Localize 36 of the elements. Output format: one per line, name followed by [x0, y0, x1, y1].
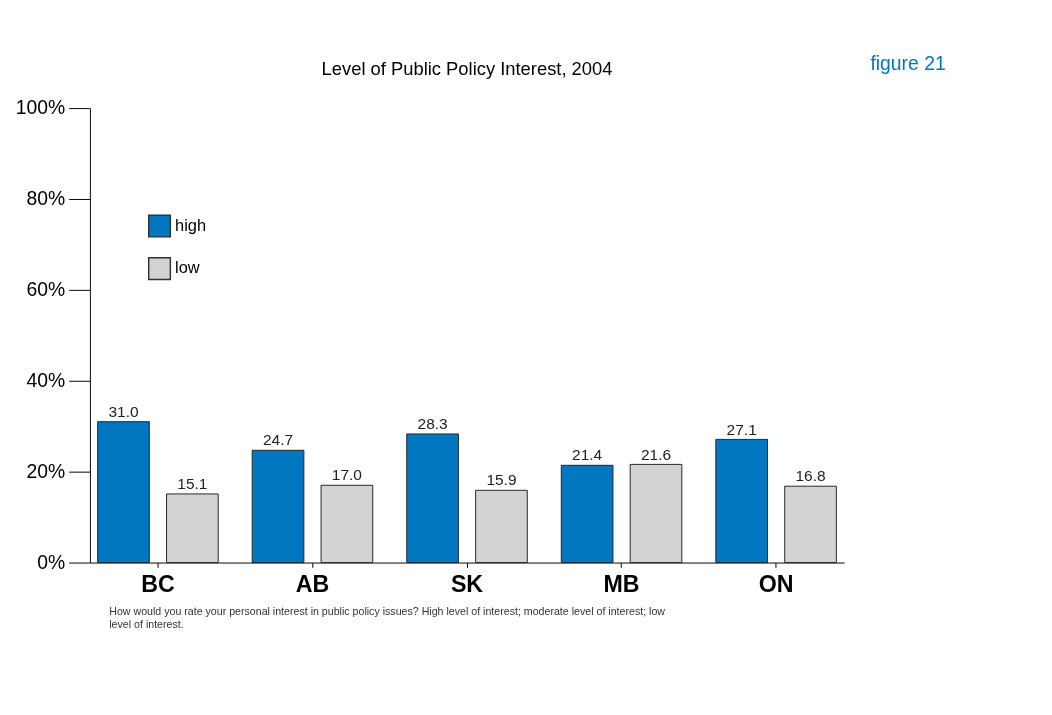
y-tick-label: 100% [15, 97, 66, 119]
data-label: 31.0 [108, 402, 139, 420]
caption: figure 21 [870, 53, 946, 75]
y-tick-label: 80% [26, 188, 66, 210]
bar [251, 449, 305, 564]
x-tick-label: AB [295, 571, 330, 598]
legend-label: high [175, 215, 207, 234]
x-tick-label: BC [141, 571, 175, 598]
x-tick-label: MB [603, 571, 640, 598]
data-label: 28.3 [417, 415, 448, 433]
data-label: 16.8 [795, 467, 826, 485]
bar [560, 464, 614, 564]
bar [715, 438, 768, 564]
x-tick-label: SK [450, 571, 484, 598]
text: How would you rate your personal interest in public policy issues? High level of interest; moderate level of interest; low level of interest. [109, 604, 666, 631]
chart-title: Level of Public Policy Interest, 2004 [321, 58, 613, 80]
data-label: 24.7 [262, 431, 294, 449]
y-tick-label: 40% [26, 370, 66, 392]
y-tick-label: 60% [26, 279, 66, 301]
bar [320, 484, 374, 564]
data-label: 27.1 [726, 420, 757, 438]
legend-label: low [175, 258, 200, 277]
data-label: 15.9 [486, 471, 517, 489]
data-label: 21.4 [572, 446, 603, 464]
bar [166, 493, 219, 564]
bar [97, 421, 150, 564]
bar [475, 489, 528, 564]
data-label: 21.6 [640, 445, 672, 463]
bar [406, 433, 459, 564]
x-tick-label: ON [758, 571, 794, 598]
bar [629, 463, 683, 564]
data-label: 15.1 [177, 475, 208, 493]
bar [784, 485, 837, 564]
y-tick-label: 0% [37, 551, 66, 573]
data-label: 17.0 [331, 466, 362, 484]
y-tick-label: 20% [26, 460, 66, 482]
